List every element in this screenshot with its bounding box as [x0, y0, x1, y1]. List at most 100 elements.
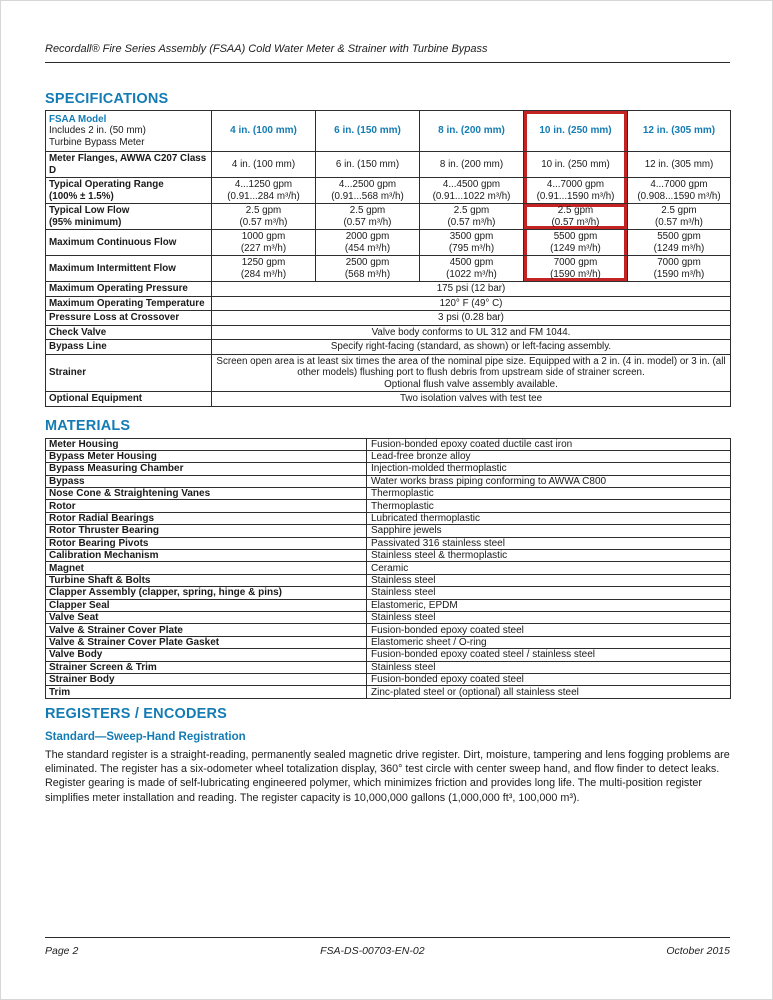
spec-cell: 5500 gpm (1249 m³/h): [627, 229, 731, 256]
spec-span-value: 120° F (49° C): [211, 295, 731, 311]
spec-cell-line: 3500 gpm: [449, 231, 494, 242]
spec-cell-line: (0.57 m³/h): [343, 216, 392, 228]
registers-heading: REGISTERS / ENCODERS: [45, 705, 228, 722]
materials-value: Ceramic: [366, 561, 731, 575]
spec-cell-line: 4...7000 gpm: [650, 179, 708, 190]
spec-row-label: Pressure Loss at Crossover: [45, 310, 212, 326]
materials-value: Elastomeric sheet / O-ring: [366, 635, 731, 650]
spec-cell: 8 in. (200 mm): [419, 151, 524, 178]
spec-span-value: Two isolation valves with test tee: [211, 391, 731, 407]
spec-cell-line: (795 m³/h): [448, 242, 495, 254]
spec-cell-line: 7000 gpm: [553, 257, 598, 268]
spec-cell: 12 in. (305 mm): [627, 151, 731, 178]
spec-row-label-line: (100% ± 1.5%): [49, 190, 114, 202]
materials-row: Rotor Thermoplastic: [45, 499, 731, 513]
materials-value: Fusion-bonded epoxy coated steel: [366, 623, 731, 637]
spec-cell-line: (0.91...1590 m³/h): [536, 190, 615, 202]
materials-value: Stainless steel: [366, 586, 731, 600]
spec-cell-line: 7000 gpm: [657, 257, 701, 268]
spec-column-header: 4 in. (100 mm): [211, 110, 316, 152]
spec-data-row: Typical Operating Range (100% ± 1.5%) 4...…: [45, 177, 731, 204]
materials-row: Valve Body Fusion-bonded epoxy coated ste…: [45, 648, 731, 662]
spec-corner-line: FSAA Model: [49, 113, 107, 125]
spec-cell-line: 2.5 gpm: [661, 205, 697, 216]
materials-row: Trim Zinc-plated steel or (optional) all …: [45, 685, 731, 699]
materials-row: Rotor Radial Bearings Lubricated thermopl…: [45, 511, 731, 526]
spec-cell-line: (0.57 m³/h): [447, 216, 496, 228]
spec-span-row: Optional Equipment Two isolation valves w…: [45, 391, 731, 407]
materials-value: Water works brass piping conforming to A…: [366, 474, 731, 489]
materials-row: Bypass Measuring Chamber Injection-molded…: [45, 462, 731, 476]
highlighted-cell: 4...7000 gpm (0.91...1590 m³/h): [523, 177, 628, 204]
spec-cell: 1000 gpm (227 m³/h): [211, 229, 316, 256]
spec-cell-line: (1590 m³/h): [550, 268, 601, 280]
spec-row-label: Meter Flanges, AWWA C207 Class D: [45, 151, 212, 178]
materials-value: Sapphire jewels: [366, 524, 731, 538]
spec-span-value: 3 psi (0.28 bar): [211, 310, 731, 326]
spec-cell-line: (1590 m³/h): [653, 268, 705, 280]
materials-label: Valve & Strainer Cover Plate Gasket: [45, 635, 367, 650]
materials-row: Meter Housing Fusion-bonded epoxy coated …: [45, 437, 731, 451]
materials-row: Calibration Mechanism Stainless steel & t…: [45, 548, 731, 563]
spec-row-label: Optional Equipment: [45, 391, 212, 407]
footer-date: October 2015: [666, 945, 730, 957]
spec-cell-line: 4...7000 gpm: [546, 179, 605, 190]
materials-row: Clapper Seal Elastomeric, EPDM: [45, 598, 731, 612]
spec-data-row: Maximum Intermittent Flow 1250 gpm (284 m³…: [45, 255, 731, 282]
spec-cell: 2.5 gpm (0.57 m³/h): [627, 203, 731, 230]
spec-row-label: Typical Operating Range (100% ± 1.5%): [45, 177, 212, 204]
spec-span-value-line: 120° F (49° C): [439, 297, 503, 309]
materials-value: Stainless steel: [366, 573, 731, 588]
spec-span-value: Valve body conforms to UL 312 and FM 104…: [211, 324, 731, 340]
materials-label: Rotor Bearing Pivots: [45, 536, 367, 551]
materials-label: Strainer Body: [45, 672, 367, 687]
spec-data-row: Typical Low Flow (95% minimum) 2.5 gpm (0.5…: [45, 203, 731, 230]
spec-cell-line: 2000 gpm: [345, 231, 390, 242]
materials-value: Passivated 316 stainless steel: [366, 536, 731, 551]
materials-row: Rotor Thruster Bearing Sapphire jewels: [45, 524, 731, 538]
materials-label: Valve Body: [45, 648, 367, 662]
registers-paragraph: The standard register is a straight-read…: [45, 748, 730, 804]
spec-row-label-line: Strainer: [49, 367, 87, 378]
spec-cell-line: 2.5 gpm: [453, 205, 490, 216]
spec-cell-line: 2.5 gpm: [245, 205, 282, 216]
materials-label: Strainer Screen & Trim: [45, 660, 367, 674]
spec-row-label: Check Valve: [45, 324, 212, 340]
spec-cell-line: (454 m³/h): [344, 242, 391, 254]
materials-value: Fusion-bonded epoxy coated ductile cast …: [366, 437, 731, 451]
spec-row-label: Maximum Intermittent Flow: [45, 255, 212, 282]
materials-row: Nose Cone & Straightening Vanes Thermopla…: [45, 487, 731, 501]
spec-cell-line: (1249 m³/h): [550, 242, 601, 254]
spec-row-label-line: (95% minimum): [49, 216, 122, 228]
spec-span-row: Bypass Line Specify right-facing (standar…: [45, 339, 731, 355]
spec-column-header-highlighted: 10 in. (250 mm): [523, 110, 628, 152]
materials-label: Bypass: [45, 474, 367, 489]
spec-cell: 7000 gpm (1590 m³/h): [627, 255, 731, 282]
spec-cell-line: (0.57 m³/h): [655, 216, 703, 228]
spec-cell-line: (0.91...568 m³/h): [331, 190, 404, 202]
materials-value: Stainless steel: [366, 660, 731, 674]
spec-cell-line: 4...4500 gpm: [442, 179, 501, 190]
spec-cell: 4...2500 gpm (0.91...568 m³/h): [315, 177, 420, 204]
materials-value: Fusion-bonded epoxy coated steel: [366, 672, 731, 687]
spec-row-label: Strainer: [45, 353, 212, 392]
specifications-table-body: FSAA Model Includes 2 in. (50 mm) Turbine …: [45, 110, 731, 407]
materials-value: Stainless steel: [366, 610, 731, 625]
materials-label: Clapper Assembly (clapper, spring, hinge…: [45, 586, 367, 600]
spec-cell: 1250 gpm (284 m³/h): [211, 255, 316, 282]
materials-value: Elastomeric, EPDM: [366, 598, 731, 612]
spec-row-label-line: Bypass Line: [49, 341, 107, 352]
spec-cell: 2.5 gpm (0.57 m³/h): [419, 203, 524, 230]
spec-cell-line: 4 in. (100 mm): [231, 158, 296, 170]
spec-cell-line: 2.5 gpm: [349, 205, 386, 216]
spec-cell-line: 5500 gpm: [553, 231, 598, 242]
spec-span-value-line: Screen open area is at least six times t…: [216, 355, 726, 379]
spec-cell: 4500 gpm (1022 m³/h): [419, 255, 524, 282]
spec-row-label-line: Maximum Continuous Flow: [49, 236, 177, 248]
spec-cell-line: (0.57 m³/h): [239, 216, 288, 228]
spec-span-row: Maximum Operating Pressure 175 psi (12 ba…: [45, 281, 731, 297]
materials-label: Rotor Radial Bearings: [45, 511, 367, 526]
materials-value: Lead-free bronze alloy: [366, 449, 731, 464]
spec-cell: 4...4500 gpm (0.91...1022 m³/h): [419, 177, 524, 204]
